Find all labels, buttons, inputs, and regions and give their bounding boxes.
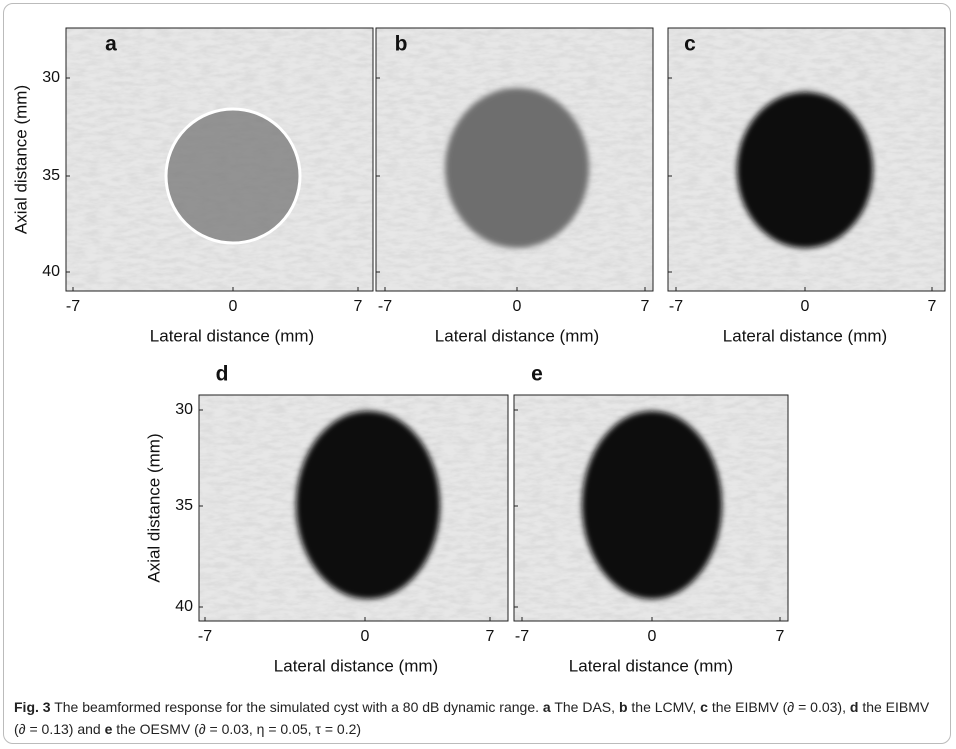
panel-label: e	[531, 363, 543, 386]
ultrasound-image	[66, 28, 373, 291]
ultrasound-image	[376, 28, 653, 291]
panel-label: c	[684, 33, 696, 56]
x-tick-label: 7	[641, 298, 650, 315]
caption-key: e	[104, 721, 113, 737]
x-tick-label: -7	[198, 628, 212, 645]
caption-key: c	[700, 699, 708, 715]
image-border	[198, 394, 509, 622]
y-axis-label: Axial distance (mm)	[11, 85, 30, 234]
caption-part: the EIBMV (∂ = 0.03),	[711, 699, 846, 715]
y-tick-label: 40	[175, 598, 193, 615]
x-tick-label: -7	[515, 628, 529, 645]
ultrasound-image	[668, 28, 945, 291]
x-tick-label: 0	[648, 628, 657, 645]
x-tick-label: -7	[669, 298, 683, 315]
panel: e -7 0 7 Lateral distance (mm)	[513, 363, 789, 675]
caption-part: the EIBMV (∂ = 0.13) and	[14, 699, 930, 737]
x-tick-label: 0	[361, 628, 370, 645]
caption-key: d	[849, 699, 859, 715]
panel-label: d	[216, 363, 229, 386]
image-border	[513, 394, 789, 622]
cyst	[445, 88, 589, 248]
x-tick-label: 7	[776, 628, 785, 645]
x-axis-label: Lateral distance (mm)	[435, 326, 599, 345]
figure-frame	[3, 3, 951, 744]
cyst	[296, 411, 440, 599]
image-border	[375, 27, 654, 292]
cyst	[582, 411, 722, 599]
caption: Fig. 3 The beamformed response for the s…	[14, 696, 944, 740]
image-border	[65, 27, 374, 292]
cyst	[166, 109, 300, 243]
panel: b -7 0 7 Lateral distance (mm)	[375, 27, 654, 345]
caption-text: The beamformed response for the simulate…	[54, 699, 540, 715]
caption-key: b	[618, 699, 628, 715]
y-axis-label: Axial distance (mm)	[144, 433, 163, 582]
x-tick-label: 7	[928, 298, 937, 315]
x-tick-label: 7	[354, 298, 363, 315]
caption-part: The DAS,	[554, 699, 616, 715]
caption-key: a	[542, 699, 551, 715]
x-axis-label: Lateral distance (mm)	[150, 326, 314, 345]
y-tick-label: 35	[42, 167, 60, 184]
caption-part: the LCMV,	[631, 699, 697, 715]
ultrasound-image	[514, 395, 788, 621]
x-axis-label: Lateral distance (mm)	[274, 656, 438, 675]
panel: d -7 0 7 30 35 40 Lateral distance (mm) Axial di…	[144, 363, 509, 675]
x-axis-label: Lateral distance (mm)	[569, 656, 733, 675]
y-tick-label: 35	[175, 497, 193, 514]
x-axis-label: Lateral distance (mm)	[723, 326, 887, 345]
x-tick-label: 0	[229, 298, 238, 315]
y-tick-label: 30	[175, 401, 193, 418]
image-border	[667, 27, 946, 292]
panel-label: b	[395, 33, 408, 56]
x-tick-label: -7	[378, 298, 392, 315]
panel-label: a	[105, 33, 117, 56]
y-tick-label: 30	[42, 69, 60, 86]
x-tick-label: 0	[801, 298, 810, 315]
ultrasound-image	[199, 395, 508, 621]
cyst-outline	[164, 107, 302, 245]
cyst	[737, 92, 873, 248]
caption-label: Fig. 3	[14, 699, 51, 715]
y-tick-label: 40	[42, 263, 60, 280]
x-tick-label: 7	[486, 628, 495, 645]
panel: a -7 0 7 30 35 40 Lateral distance (mm) Axial di…	[11, 27, 374, 345]
x-tick-label: 0	[513, 298, 522, 315]
panel: c -7 0 7 Lateral distance (mm)	[667, 27, 946, 345]
x-tick-label: -7	[66, 298, 80, 315]
caption-part: the OESMV (∂ = 0.03, η = 0.05, τ = 0.2)	[116, 721, 362, 737]
figure: a -7 0 7 30 35 40 Lateral distance (mm) Axial di…	[11, 27, 946, 675]
